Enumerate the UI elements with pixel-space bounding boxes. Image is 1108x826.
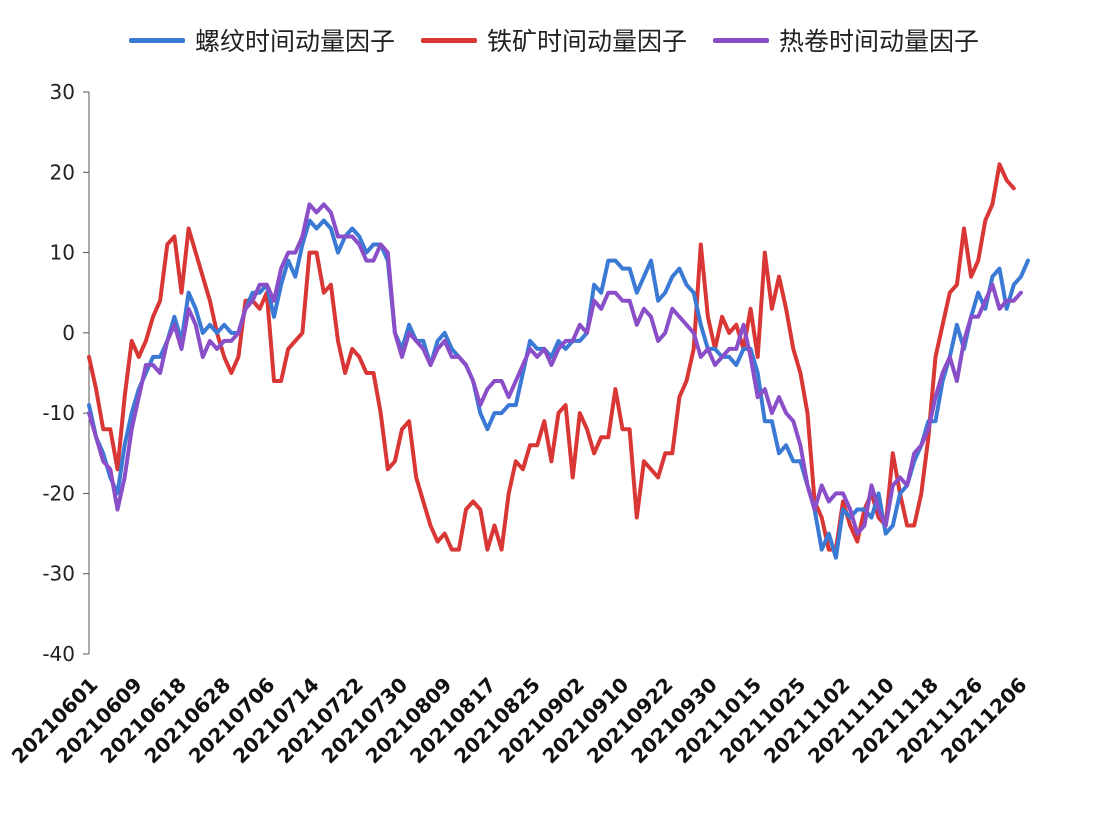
y-tick-label: -40 — [42, 642, 75, 666]
legend: 螺纹时间动量因子 铁矿时间动量因子 热卷时间动量因子 — [0, 22, 1108, 58]
y-axis: 30 20 10 0 -10 -20 -30 -40 — [42, 80, 90, 666]
y-tick-label: 20 — [50, 160, 75, 184]
legend-item-hot-coil[interactable]: 热卷时间动量因子 — [713, 22, 979, 58]
series-line-2 — [87, 202, 1023, 536]
y-tick-label: -20 — [42, 481, 75, 505]
y-tick-label: 10 — [50, 241, 75, 265]
legend-swatch-iron-ore — [420, 37, 477, 43]
legend-item-iron-ore[interactable]: 铁矿时间动量因子 — [420, 22, 687, 58]
legend-item-rebar[interactable]: 螺纹时间动量因子 — [128, 22, 395, 58]
y-tick-label: -10 — [42, 401, 75, 425]
series-layer — [87, 162, 1030, 560]
legend-label-hot-coil: 热卷时间动量因子 — [779, 27, 980, 56]
y-tick-label: 30 — [50, 80, 75, 104]
legend-label-rebar: 螺纹时间动量因子 — [194, 27, 395, 56]
legend-swatch-rebar — [128, 37, 185, 43]
x-axis: 2021060120210609202106182021062820210706… — [7, 673, 1032, 769]
legend-label-iron-ore: 铁矿时间动量因子 — [486, 27, 687, 56]
y-tick-label: -30 — [42, 562, 75, 586]
legend-swatch-hot-coil — [713, 37, 769, 43]
y-tick-label: 0 — [62, 321, 75, 345]
